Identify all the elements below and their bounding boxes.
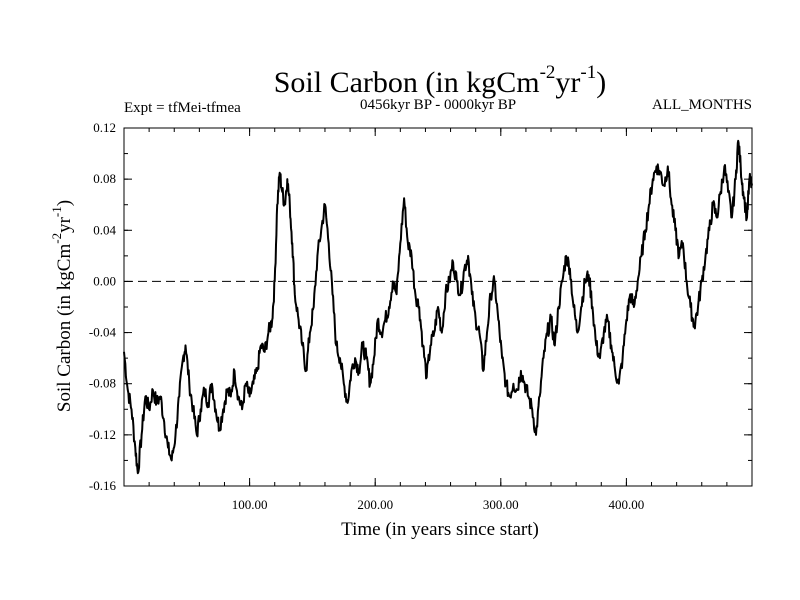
y-tick-marks-left [124, 127, 132, 487]
y-axis-label-main: Soil Carbon (in kgCm [54, 244, 75, 413]
y-axis-label-end: ) [54, 200, 75, 206]
months-label: ALL_MONTHS [652, 97, 752, 113]
chart-title-main: Soil Carbon (in kgCm [274, 66, 540, 99]
y-tick-label: -0.12 [89, 427, 116, 442]
y-axis-label-mid: yr [54, 216, 75, 233]
y-tick-label: -0.16 [89, 478, 117, 493]
x-tick-label: 200.00 [357, 497, 393, 512]
time-range-label: 0456kyr BP - 0000kyr BP [360, 97, 516, 113]
y-tick-marks-right [744, 127, 752, 487]
x-tick-labels: 100.00 200.00 300.00 400.00 [232, 497, 645, 512]
y-tick-label: 0.08 [93, 171, 116, 186]
chart-title-sup1: -2 [540, 62, 556, 83]
y-tick-label: -0.08 [89, 376, 116, 391]
chart-title-sup2: -1 [580, 62, 596, 83]
y-axis-label-sup2: -1 [49, 206, 64, 217]
y-tick-label: 0.12 [93, 120, 116, 135]
y-tick-label: 0.04 [93, 222, 116, 237]
experiment-label: Expt = tfMei-tfmea [124, 100, 241, 116]
x-tick-label: 100.00 [232, 497, 268, 512]
y-tick-label: 0.00 [93, 273, 116, 288]
y-axis-label-sup1: -2 [49, 233, 64, 244]
y-axis-label: Soil Carbon (in kgCm-2yr-1) [49, 200, 75, 412]
x-tick-marks-bottom [148, 478, 728, 486]
x-tick-label: 400.00 [609, 497, 645, 512]
chart-title: Soil Carbon (in kgCm-2yr-1) [274, 62, 607, 99]
y-tick-labels: 0.12 0.08 0.04 0.00 -0.04 -0.08 -0.12 -0.16 [89, 120, 117, 493]
chart-title-end: ) [596, 66, 606, 99]
y-tick-label: -0.04 [89, 325, 117, 340]
x-axis-label: Time (in years since start) [341, 519, 539, 540]
x-tick-marks-top [148, 128, 728, 136]
soil-carbon-series-line [123, 139, 753, 475]
chart-title-mid: yr [555, 66, 580, 99]
x-tick-label: 300.00 [483, 497, 519, 512]
